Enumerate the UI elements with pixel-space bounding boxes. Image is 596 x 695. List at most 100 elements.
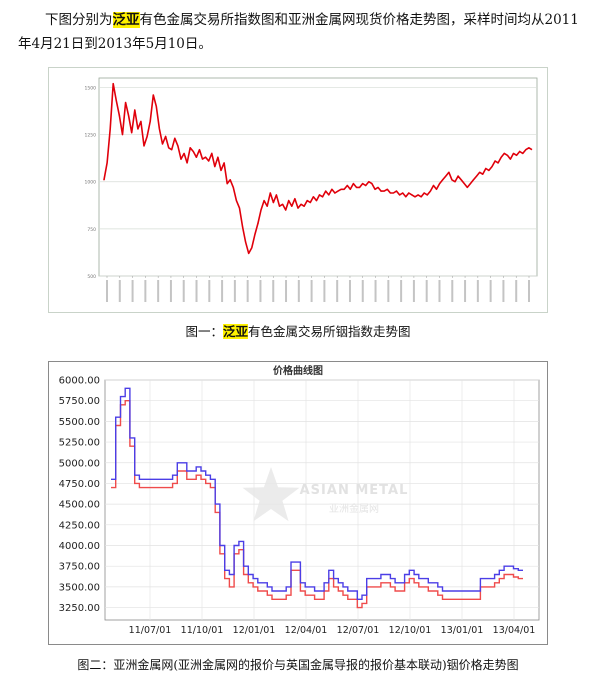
x-tick-label-mark: [374, 280, 377, 302]
index-point: [288, 199, 290, 202]
index-point: [257, 222, 259, 224]
figure1-caption-highlight[interactable]: 泛亚: [222, 324, 248, 339]
index-point: [365, 184, 367, 187]
index-point: [180, 158, 182, 160]
x-tick-label-mark: [387, 280, 390, 302]
y-tick-label: 4000.00: [59, 541, 100, 552]
index-point: [118, 115, 121, 117]
index-point: [472, 179, 475, 181]
index-point: [303, 205, 305, 207]
x-tick-label: 13/04/01: [493, 625, 536, 636]
y-tick-label: 1000: [85, 180, 97, 186]
x-tick-label: 12/04/01: [285, 625, 328, 636]
x-tick-label-mark: [412, 280, 415, 302]
x-tick-label-mark: [502, 280, 505, 302]
index-point: [395, 190, 398, 192]
x-tick-label-mark: [182, 280, 185, 302]
index-line: [103, 82, 533, 255]
x-tick-label-mark: [169, 280, 172, 302]
index-point: [103, 179, 105, 181]
index-point: [164, 135, 167, 138]
y-tick-label: 6000.00: [59, 376, 100, 387]
index-point: [195, 156, 198, 158]
index-point: [349, 188, 351, 190]
index-point: [457, 175, 459, 177]
y-tick-label: 4750.00: [59, 479, 100, 490]
y-tick-label: 3250.00: [59, 603, 100, 614]
figure1-svg: 500 750 1000 1250 1500: [85, 77, 538, 302]
x-tick-label-mark: [400, 280, 403, 302]
price-series-line: [111, 387, 523, 600]
x-tick-label-mark: [208, 280, 211, 302]
price-series-line: [111, 400, 523, 609]
x-tick-label: 12/07/01: [337, 625, 380, 636]
x-tick-label-mark: [106, 280, 108, 302]
index-point: [519, 150, 521, 153]
figure2-svg: 价格曲线图 6000.00 5750.00 5500.00 5250.00 5000.00…: [49, 362, 547, 644]
x-tick-label-mark: [144, 280, 147, 302]
index-point: [488, 169, 490, 172]
figure2-price-chart: 价格曲线图 6000.00 5750.00 5500.00 5250.00 5000.00…: [48, 361, 548, 645]
x-tick-label: 13/01/01: [441, 625, 484, 636]
x-tick-label-mark: [157, 280, 160, 302]
x-tick-label-mark: [285, 280, 288, 302]
watermark-text-cn: 亚洲金属网: [329, 502, 379, 515]
index-point: [149, 120, 151, 123]
intro-highlight[interactable]: 泛亚: [112, 12, 140, 28]
x-tick-label-mark: [476, 280, 479, 302]
figure1-caption-suffix: 有色金属交易所铟指数走势图: [248, 324, 411, 339]
x-tick-label-mark: [310, 280, 313, 302]
x-tick-label-mark: [131, 280, 134, 302]
x-tick-label-mark: [195, 280, 198, 302]
y-tick-label: 1500: [85, 85, 97, 91]
y-tick-label: 1250: [85, 133, 97, 139]
x-tick-label-mark: [438, 280, 441, 302]
plot-area: [98, 77, 538, 277]
x-tick-label-mark: [272, 280, 275, 302]
y-tick-label: 3500.00: [59, 582, 100, 593]
y-tick-label: 5250.00: [59, 438, 100, 449]
x-tick-label-mark: [489, 280, 492, 302]
x-tick-label: 12/10/01: [389, 625, 432, 636]
y-tick-label: 3750.00: [59, 562, 100, 573]
y-tick-label: 4250.00: [59, 520, 100, 531]
index-point: [334, 192, 336, 194]
intro-paragraph: 下图分别为泛亚有色金属交易所指数图和亚洲金属网现货价格走势图，采样时间均从201…: [18, 8, 588, 56]
x-tick-label: 12/01/01: [233, 625, 276, 636]
x-tick-label-mark: [118, 280, 121, 302]
x-tick-label-mark: [221, 280, 224, 302]
figure1-index-chart: 500 750 1000 1250 1500: [48, 67, 548, 313]
index-point: [134, 109, 136, 111]
x-tick-label-mark: [297, 280, 300, 302]
x-tick-label-mark: [464, 280, 467, 302]
x-tick-label-mark: [425, 280, 428, 302]
figure1-caption-prefix: 图一：: [185, 324, 223, 339]
x-tick-label-mark: [323, 280, 326, 302]
index-point: [226, 182, 228, 185]
index-point: [380, 190, 382, 192]
y-tick-label: 4500.00: [59, 500, 100, 511]
x-tick-label-mark: [361, 280, 364, 302]
y-tick-label: 500: [87, 274, 96, 280]
y-tick-label: 750: [87, 227, 96, 233]
index-point: [241, 226, 244, 228]
index-point: [318, 194, 321, 196]
y-tick-label: 5000.00: [59, 458, 100, 469]
x-tick-label-mark: [336, 280, 339, 302]
x-tick-label-mark: [259, 280, 262, 302]
plot-area: [104, 379, 540, 621]
figure2-caption: 图二：亚洲金属网(亚洲金属网的报价与英国金属导报的报价基本联动)铟价格走势图: [77, 658, 519, 672]
x-tick-label-mark: [451, 280, 454, 302]
figure1-caption: 图一：泛亚有色金属交易所铟指数走势图: [0, 321, 596, 340]
x-tick-label-mark: [246, 280, 249, 302]
index-point: [272, 201, 275, 204]
x-tick-label-mark: [348, 280, 351, 302]
y-tick-label: 5500.00: [59, 417, 100, 428]
x-tick-label: 11/07/01: [129, 625, 172, 636]
index-point: [411, 194, 413, 196]
index-point: [442, 179, 444, 181]
watermark-star-icon: [242, 467, 300, 522]
index-point: [503, 152, 505, 155]
index-point: [426, 194, 428, 196]
watermark-text: ASIAN METAL: [300, 483, 409, 498]
